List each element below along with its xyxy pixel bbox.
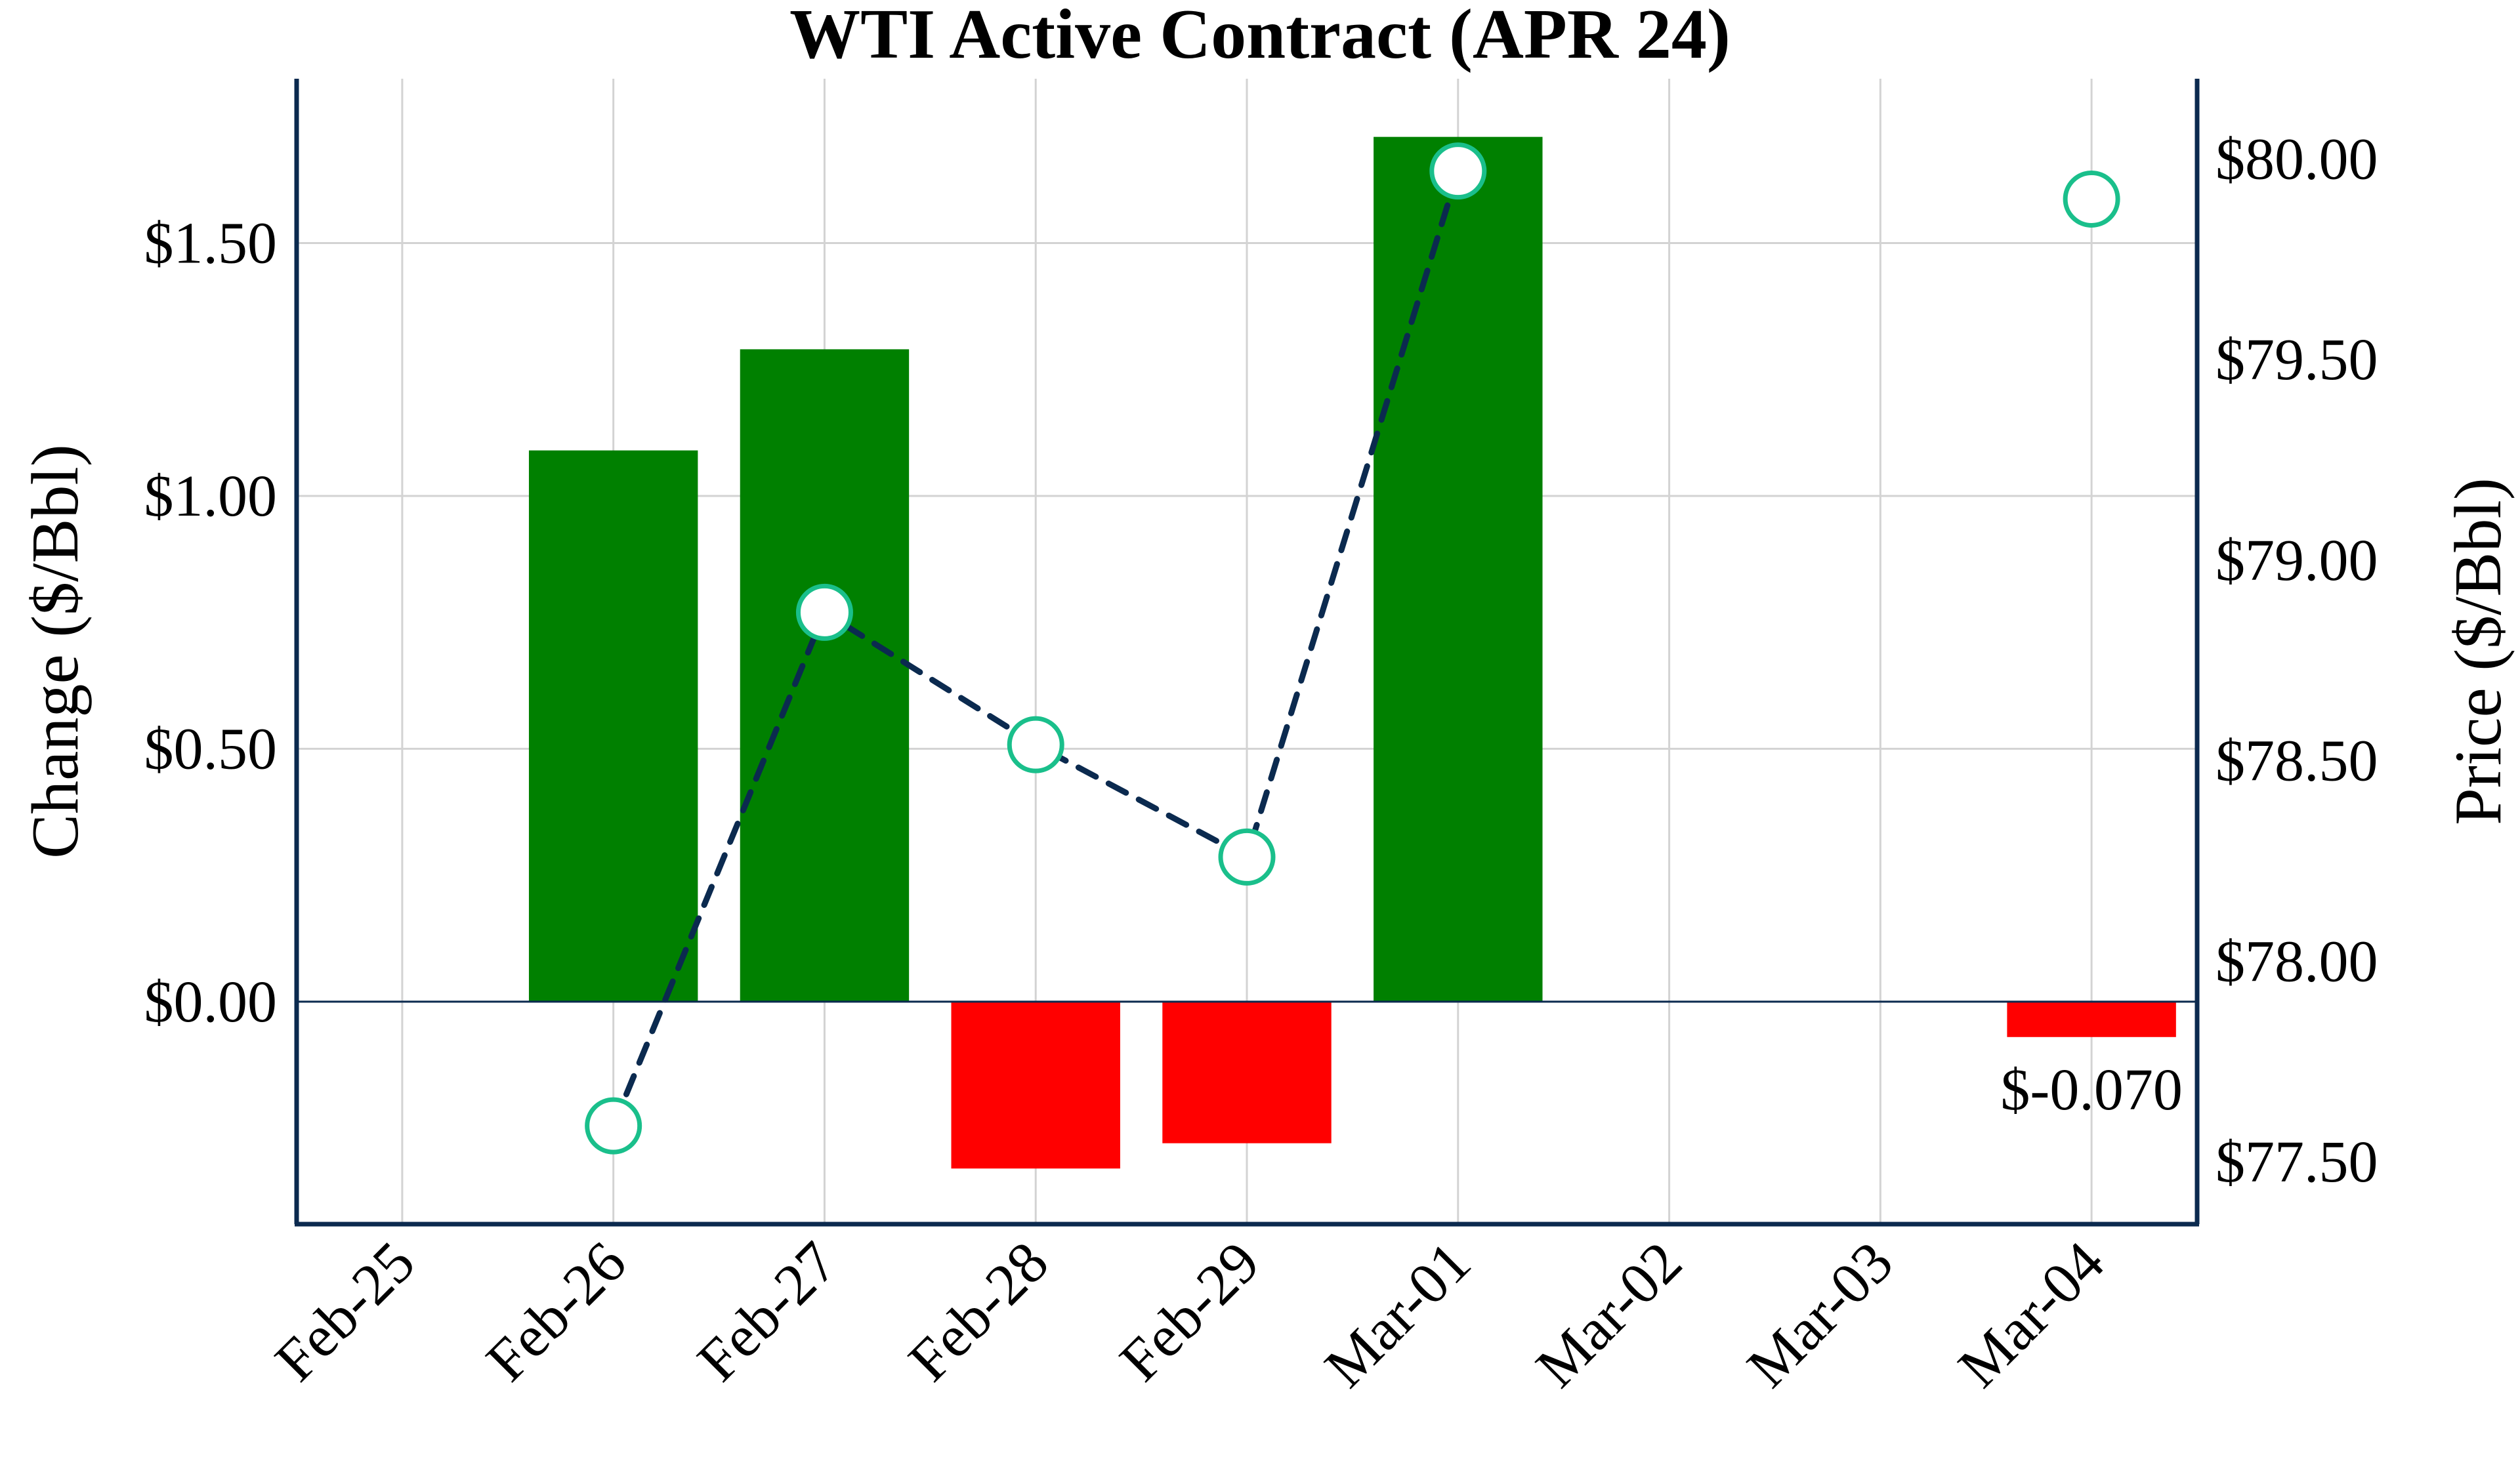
price-marker [2063,170,2120,228]
price-marker [795,583,853,641]
x-tick-label: Feb-29 [1108,1229,1272,1393]
change-bar [528,450,698,1002]
axis-spines [294,79,2200,1227]
y-tick-label: $1.50 [144,211,278,276]
x-tick-label: Mar-03 [1735,1229,1906,1400]
left-axis-ticks: $0.00 $0.50 $1.00 $1.50 [144,211,278,1035]
bar-data-label: $-0.070 [2000,1058,2182,1122]
y2-tick-label: $79.00 [2216,528,2378,593]
x-tick-label: Mar-01 [1312,1229,1483,1400]
x-axis-ticks: Feb-25 Feb-26 Feb-27 Feb-28 Feb-29 Mar-01 Mar-… [263,1229,2117,1400]
y-tick-label: $1.00 [144,464,278,529]
y2-tick-label: $80.00 [2216,127,2378,192]
y-tick-label: $0.00 [144,970,278,1035]
change-bar [1374,136,1543,1002]
y2-tick-label: $78.50 [2216,729,2378,794]
annotation-layer: $-0.070 [2000,1058,2182,1122]
price-marker-layer [585,142,2120,1155]
change-bar [1162,1001,1332,1143]
y2-tick-label: $78.00 [2216,929,2378,994]
chart-title: WTI Active Contract (APR 24) [789,0,1731,73]
x-tick-label: Feb-27 [685,1229,849,1393]
y2-tick-label: $77.50 [2216,1130,2378,1195]
x-tick-label: Mar-04 [1946,1229,2117,1400]
y-tick-label: $0.50 [144,716,278,781]
bar-layer [528,136,2176,1169]
price-marker [1429,142,1487,200]
change-bar [951,1001,1120,1169]
x-tick-label: Feb-25 [263,1229,427,1393]
price-marker [1007,716,1064,773]
y2-axis-label: Price ($/Bbl) [2441,478,2515,825]
right-axis-ticks: $77.50 $78.00 $78.50 $79.00 $79.50 $80.00 [2216,127,2378,1195]
price-marker [1218,828,1276,886]
y2-tick-label: $79.50 [2216,327,2378,392]
x-tick-label: Feb-26 [474,1229,639,1393]
y-axis-label: Change ($/Bbl) [18,444,93,859]
x-tick-label: Mar-02 [1524,1229,1694,1400]
change-bar [740,349,910,1002]
price-marker [585,1097,642,1155]
x-tick-label: Feb-28 [896,1229,1060,1393]
change-bar [2007,1001,2176,1037]
